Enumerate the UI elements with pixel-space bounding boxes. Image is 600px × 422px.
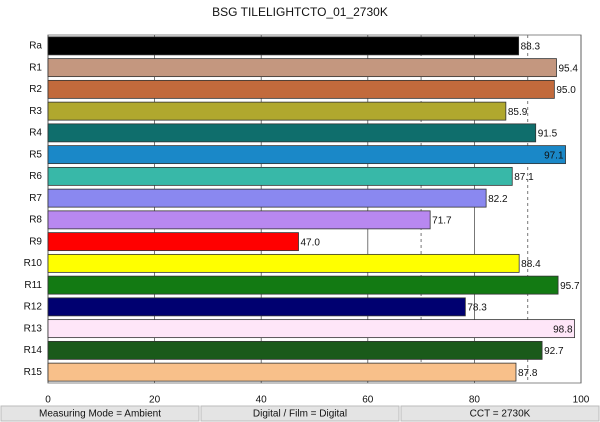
bar [47, 145, 566, 165]
bar [47, 58, 557, 78]
y-tick-label: R13 [24, 323, 43, 334]
y-tick-label: R3 [29, 106, 42, 117]
value-label: 82.2 [488, 194, 508, 205]
value-label: 88.3 [521, 42, 541, 53]
y-tick-label: R2 [29, 84, 42, 95]
y-tick-label: Ra [29, 41, 42, 52]
value-label: 97.1 [544, 150, 564, 161]
x-tick-label: 60 [362, 395, 374, 406]
bar [47, 253, 520, 273]
value-label: 47.0 [301, 237, 321, 248]
value-label: 87.8 [518, 368, 538, 379]
value-label: 87.1 [514, 172, 534, 183]
y-tick-label: R4 [29, 128, 42, 139]
bar [47, 36, 520, 56]
bar [47, 275, 559, 295]
x-tick-label: 40 [256, 395, 268, 406]
footer-cell [400, 405, 600, 422]
x-tick-label: 80 [469, 395, 481, 406]
value-label: 98.8 [553, 324, 573, 335]
bar [47, 232, 299, 252]
value-label: 88.4 [521, 259, 541, 270]
value-label: 85.9 [508, 107, 528, 118]
value-label: 91.5 [538, 129, 558, 140]
footer-text: Digital / Film = Digital [253, 409, 347, 420]
y-tick-label: R14 [24, 345, 43, 356]
bar [47, 362, 517, 382]
y-tick-label: R7 [29, 193, 42, 204]
bar [47, 79, 555, 99]
y-tick-label: R1 [29, 62, 42, 73]
chart-title: BSG TILELIGHTCTO_01_2730K [212, 5, 388, 19]
bar [47, 101, 507, 121]
bar [47, 166, 513, 186]
x-tick-label: 20 [149, 395, 161, 406]
x-tick-label: 0 [45, 395, 51, 406]
value-label: 92.7 [544, 346, 564, 357]
bar [47, 319, 576, 339]
bar [47, 340, 543, 360]
footer-text: Measuring Mode = Ambient [39, 409, 161, 420]
value-label: 71.7 [432, 216, 452, 227]
y-tick-label: R9 [29, 236, 42, 247]
y-tick-label: R5 [29, 149, 42, 160]
x-tick-label: 100 [573, 395, 590, 406]
bar [47, 123, 537, 143]
y-tick-label: R10 [24, 258, 43, 269]
bar [47, 188, 487, 208]
value-label: 95.4 [558, 63, 578, 74]
y-tick-label: R8 [29, 215, 42, 226]
y-tick-label: R6 [29, 171, 42, 182]
y-tick-label: R11 [24, 280, 42, 291]
footer-cell [200, 405, 400, 422]
footer-cell [0, 405, 200, 422]
value-label: 78.3 [467, 303, 487, 314]
value-label: 95.0 [556, 85, 576, 96]
bar [47, 210, 431, 230]
footer-text: CCT = 2730K [470, 409, 531, 420]
value-label: 95.7 [560, 281, 580, 292]
y-tick-label: R15 [24, 367, 43, 378]
y-tick-label: R12 [24, 302, 43, 313]
bar [47, 297, 466, 317]
